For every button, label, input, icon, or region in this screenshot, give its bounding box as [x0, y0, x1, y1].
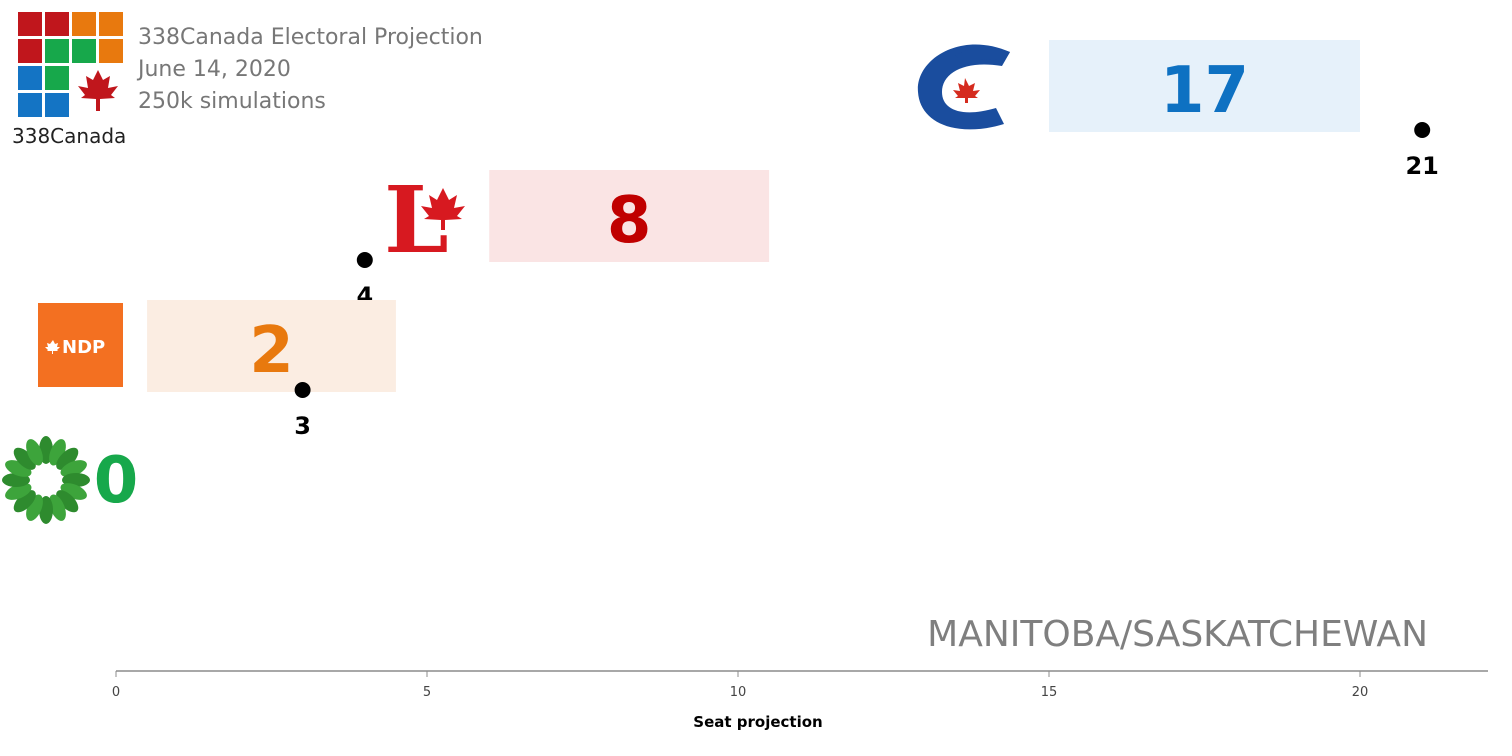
ndp-logo: NDP: [38, 303, 123, 387]
record-dot-ndp: [294, 382, 311, 398]
cpc-logo: [917, 44, 1010, 130]
lpc-logo: L: [384, 166, 465, 274]
brand-logo-tile: [72, 12, 96, 36]
gpc-logo-petal: [5, 483, 32, 500]
brand-logo-tile: [18, 66, 42, 90]
seat-value-gpc: 0: [94, 444, 139, 518]
brand-name: 338Canada: [12, 124, 127, 148]
gpc-logo-petal: [13, 447, 36, 470]
x-axis-label: Seat projection: [693, 713, 822, 731]
maple-leaf-icon: [78, 70, 118, 111]
chart-header: 338Canada Electoral Projection June 14, …: [138, 22, 483, 118]
gpc-logo-petal: [49, 494, 66, 521]
record-dot-cpc: [1414, 122, 1431, 138]
x-tick-label: 15: [1041, 685, 1058, 700]
gpc-logo-petal: [60, 460, 87, 477]
header-line-title: 338Canada Electoral Projection: [138, 25, 483, 50]
x-tick-label: 20: [1352, 685, 1369, 700]
record-label-ndp: 3: [294, 412, 311, 440]
brand-logo-tile: [99, 12, 123, 36]
brand-logo-tile: [45, 12, 69, 36]
x-tick-label: 5: [423, 685, 431, 700]
gpc-logo: [2, 436, 90, 524]
brand-logo-tile: [72, 39, 96, 63]
range-bar-lpc: [489, 170, 770, 262]
gpc-logo-petal: [56, 447, 79, 470]
brand-logo-tile: [18, 12, 42, 36]
brand-logo-tile: [18, 93, 42, 117]
seat-value-lpc: 8: [607, 184, 652, 258]
brand-logo: [18, 12, 124, 118]
brand-logo-tile: [45, 93, 69, 117]
gpc-logo-petal: [26, 439, 43, 466]
gpc-logo-center: [37, 471, 55, 489]
brand-logo-tile: [99, 39, 123, 63]
record-label-cpc: 21: [1405, 152, 1438, 180]
header-line-simulations: 250k simulations: [138, 89, 326, 114]
range-bar-cpc: [1049, 40, 1360, 132]
record-dot-lpc: [356, 252, 373, 268]
range-bar-ndp: [147, 300, 396, 392]
gpc-logo-petal: [13, 490, 36, 513]
x-tick-label: 10: [730, 685, 747, 700]
header-line-date: June 14, 2020: [138, 57, 291, 82]
brand-logo-tile: [45, 66, 69, 90]
svg-text:NDP: NDP: [62, 337, 105, 358]
gpc-logo-petal: [56, 490, 79, 513]
svg-text:L: L: [384, 166, 449, 274]
x-axis: 0 5 10 15 20: [112, 670, 1488, 700]
brand-logo-tile: [45, 39, 69, 63]
brand-logo-tile: [18, 39, 42, 63]
region-label: MANITOBA/SASKATCHEWAN: [927, 614, 1428, 655]
seat-value-cpc: 17: [1160, 54, 1249, 128]
x-tick-label: 0: [112, 685, 120, 700]
seat-value-ndp: 2: [249, 314, 294, 388]
